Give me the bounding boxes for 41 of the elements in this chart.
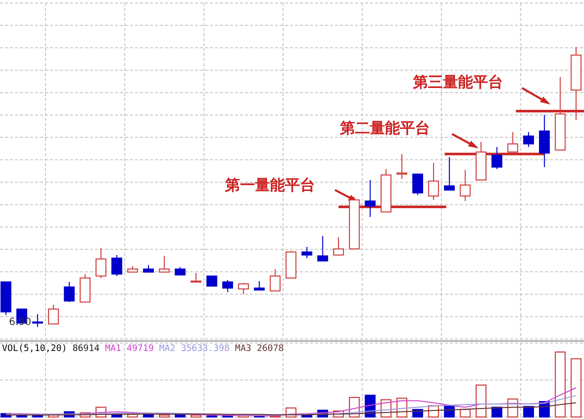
legend-label: 第一量能平台 xyxy=(224,176,315,194)
ref-line-label: 第二量能平台 xyxy=(339,119,430,137)
candlestick xyxy=(301,246,312,259)
candlestick xyxy=(396,153,408,180)
candlestick xyxy=(158,255,170,273)
candlestick xyxy=(64,281,75,303)
candlestick xyxy=(364,180,376,218)
annotation: 35633.398 xyxy=(180,344,230,354)
annotation: VOL(5,10,20) xyxy=(2,344,68,354)
candlestick xyxy=(523,132,534,148)
candlestick xyxy=(333,236,344,256)
candlestick xyxy=(222,279,234,292)
bar xyxy=(570,358,582,418)
candlestick xyxy=(317,236,328,262)
candlestick xyxy=(507,132,518,152)
bar xyxy=(476,384,486,418)
candlestick xyxy=(538,114,550,168)
candlestick xyxy=(444,156,455,191)
ref-line-label: 第三量能平台 xyxy=(412,73,503,91)
candlestick xyxy=(111,254,122,277)
candlestick xyxy=(48,304,59,324)
annotation: 49719 xyxy=(126,344,154,354)
annotation: 86914 xyxy=(72,344,100,354)
candlestick xyxy=(206,276,218,287)
text: MA1 xyxy=(100,344,127,354)
candlestick xyxy=(428,162,439,200)
candlestick xyxy=(412,174,424,196)
candlestick xyxy=(238,282,249,294)
candlestick xyxy=(32,314,44,328)
bar xyxy=(554,352,566,418)
annotation: 26078 xyxy=(256,344,284,354)
bar xyxy=(523,406,534,418)
bar xyxy=(460,408,471,418)
candlestick xyxy=(96,248,106,278)
candlestick xyxy=(270,268,281,292)
annotation: 6.90 xyxy=(9,317,32,328)
text: MA3 xyxy=(230,344,257,354)
bar xyxy=(491,406,502,418)
candlestick xyxy=(491,146,502,170)
candlestick xyxy=(460,169,471,202)
text: MA2 xyxy=(154,344,181,354)
